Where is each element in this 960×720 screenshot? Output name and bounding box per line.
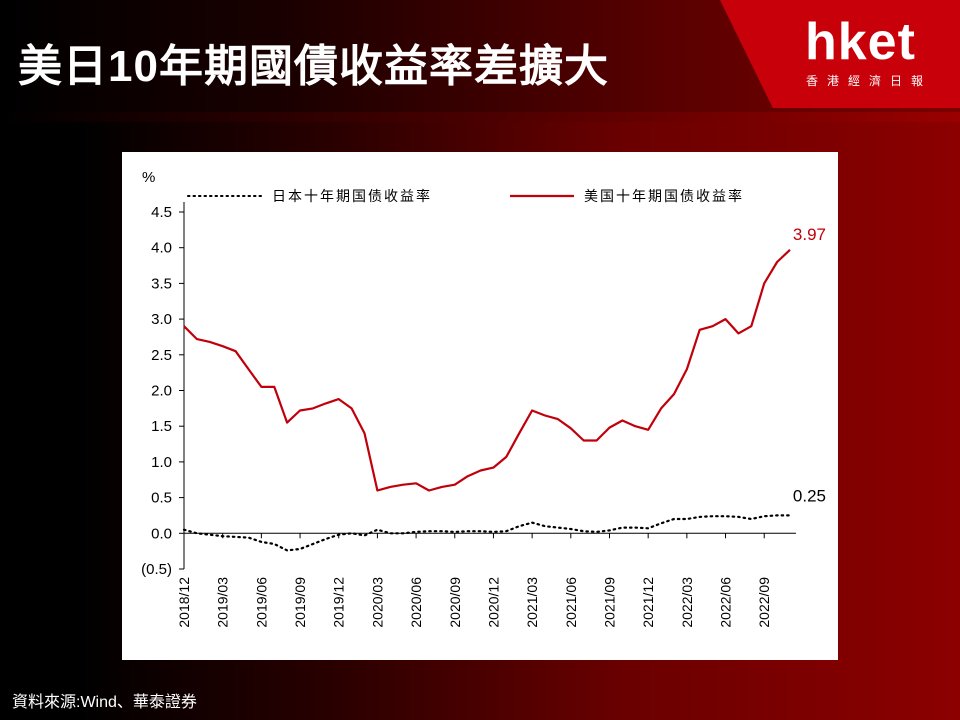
- x-tick-label: 2022/06: [718, 577, 734, 628]
- source-note: 資料來源:Wind、華泰證券: [12, 694, 197, 711]
- x-tick-label: 2021/06: [563, 577, 579, 628]
- legend-label-us: 美国十年期国债收益率: [584, 188, 744, 204]
- x-tick-label: 2020/12: [485, 577, 501, 628]
- logo-subtitle: 香港經濟日報: [806, 74, 933, 88]
- x-tick-label: 2019/12: [331, 577, 347, 628]
- chart-series: [182, 249, 792, 552]
- y-tick-labels: 4.5 4.0 3.5 3.0 2.5 2.0 1.5 1.0 0.5 0.0 (0.5): [141, 204, 184, 578]
- y-tick-label: 3.0: [151, 311, 172, 328]
- header-divider: [0, 112, 960, 122]
- x-tick-label: 2021/09: [601, 577, 617, 628]
- chart-axes: %: [142, 169, 796, 569]
- y-axis-unit-label: %: [142, 169, 155, 186]
- y-tick-label: 3.5: [151, 275, 172, 292]
- y-tick-label: 0.5: [151, 490, 172, 507]
- series-line-jp-10y: [182, 514, 792, 552]
- legend-label-jp: 日本十年期国债收益率: [272, 188, 432, 204]
- annotation-us-last: 3.97: [793, 225, 826, 244]
- x-tick-label: 2019/03: [215, 577, 231, 628]
- x-tick-label: 2020/03: [369, 577, 385, 628]
- x-tick-label: 2022/03: [679, 577, 695, 628]
- chart-annotations: 3.97 0.25: [793, 225, 826, 506]
- series-line-us-10y: [183, 249, 791, 492]
- x-tick-label: 2019/09: [292, 577, 308, 628]
- x-tick-label: 2021/12: [640, 577, 656, 628]
- hket-logo[interactable]: hket: [805, 13, 916, 71]
- y-tick-label: (0.5): [141, 561, 172, 578]
- chart-legend: 日本十年期国债收益率 美国十年期国债收益率: [187, 188, 744, 204]
- x-tick-label: 2020/09: [447, 577, 463, 628]
- x-tick-labels: 2018/12 2019/03 2019/06 2019/09 2019/12 2020/…: [176, 533, 772, 628]
- x-tick-label: 2020/06: [408, 577, 424, 628]
- yield-chart: % 4.5 4.0 3.5 3.0 2.5 2.0 1.5 1.0 0.5 0.0 (0.5) 20…: [141, 169, 826, 628]
- y-tick-label: 1.0: [151, 454, 172, 471]
- y-tick-label: 4.0: [151, 240, 172, 257]
- y-tick-label: 2.0: [151, 383, 172, 400]
- y-tick-label: 2.5: [151, 347, 172, 364]
- chart-panel: % 4.5 4.0 3.5 3.0 2.5 2.0 1.5 1.0 0.5 0.0 (0.5) 20…: [122, 152, 838, 660]
- page-title: 美日10年期國債收益率差擴大: [18, 42, 609, 91]
- y-tick-label: 4.5: [151, 204, 172, 221]
- x-tick-label: 2022/09: [756, 577, 772, 628]
- y-tick-label: 0.0: [151, 525, 172, 542]
- annotation-jp-last: 0.25: [793, 486, 826, 505]
- x-tick-label: 2018/12: [176, 577, 192, 628]
- y-tick-label: 1.5: [151, 418, 172, 435]
- x-tick-label: 2021/03: [524, 577, 540, 628]
- x-tick-label: 2019/06: [253, 577, 269, 628]
